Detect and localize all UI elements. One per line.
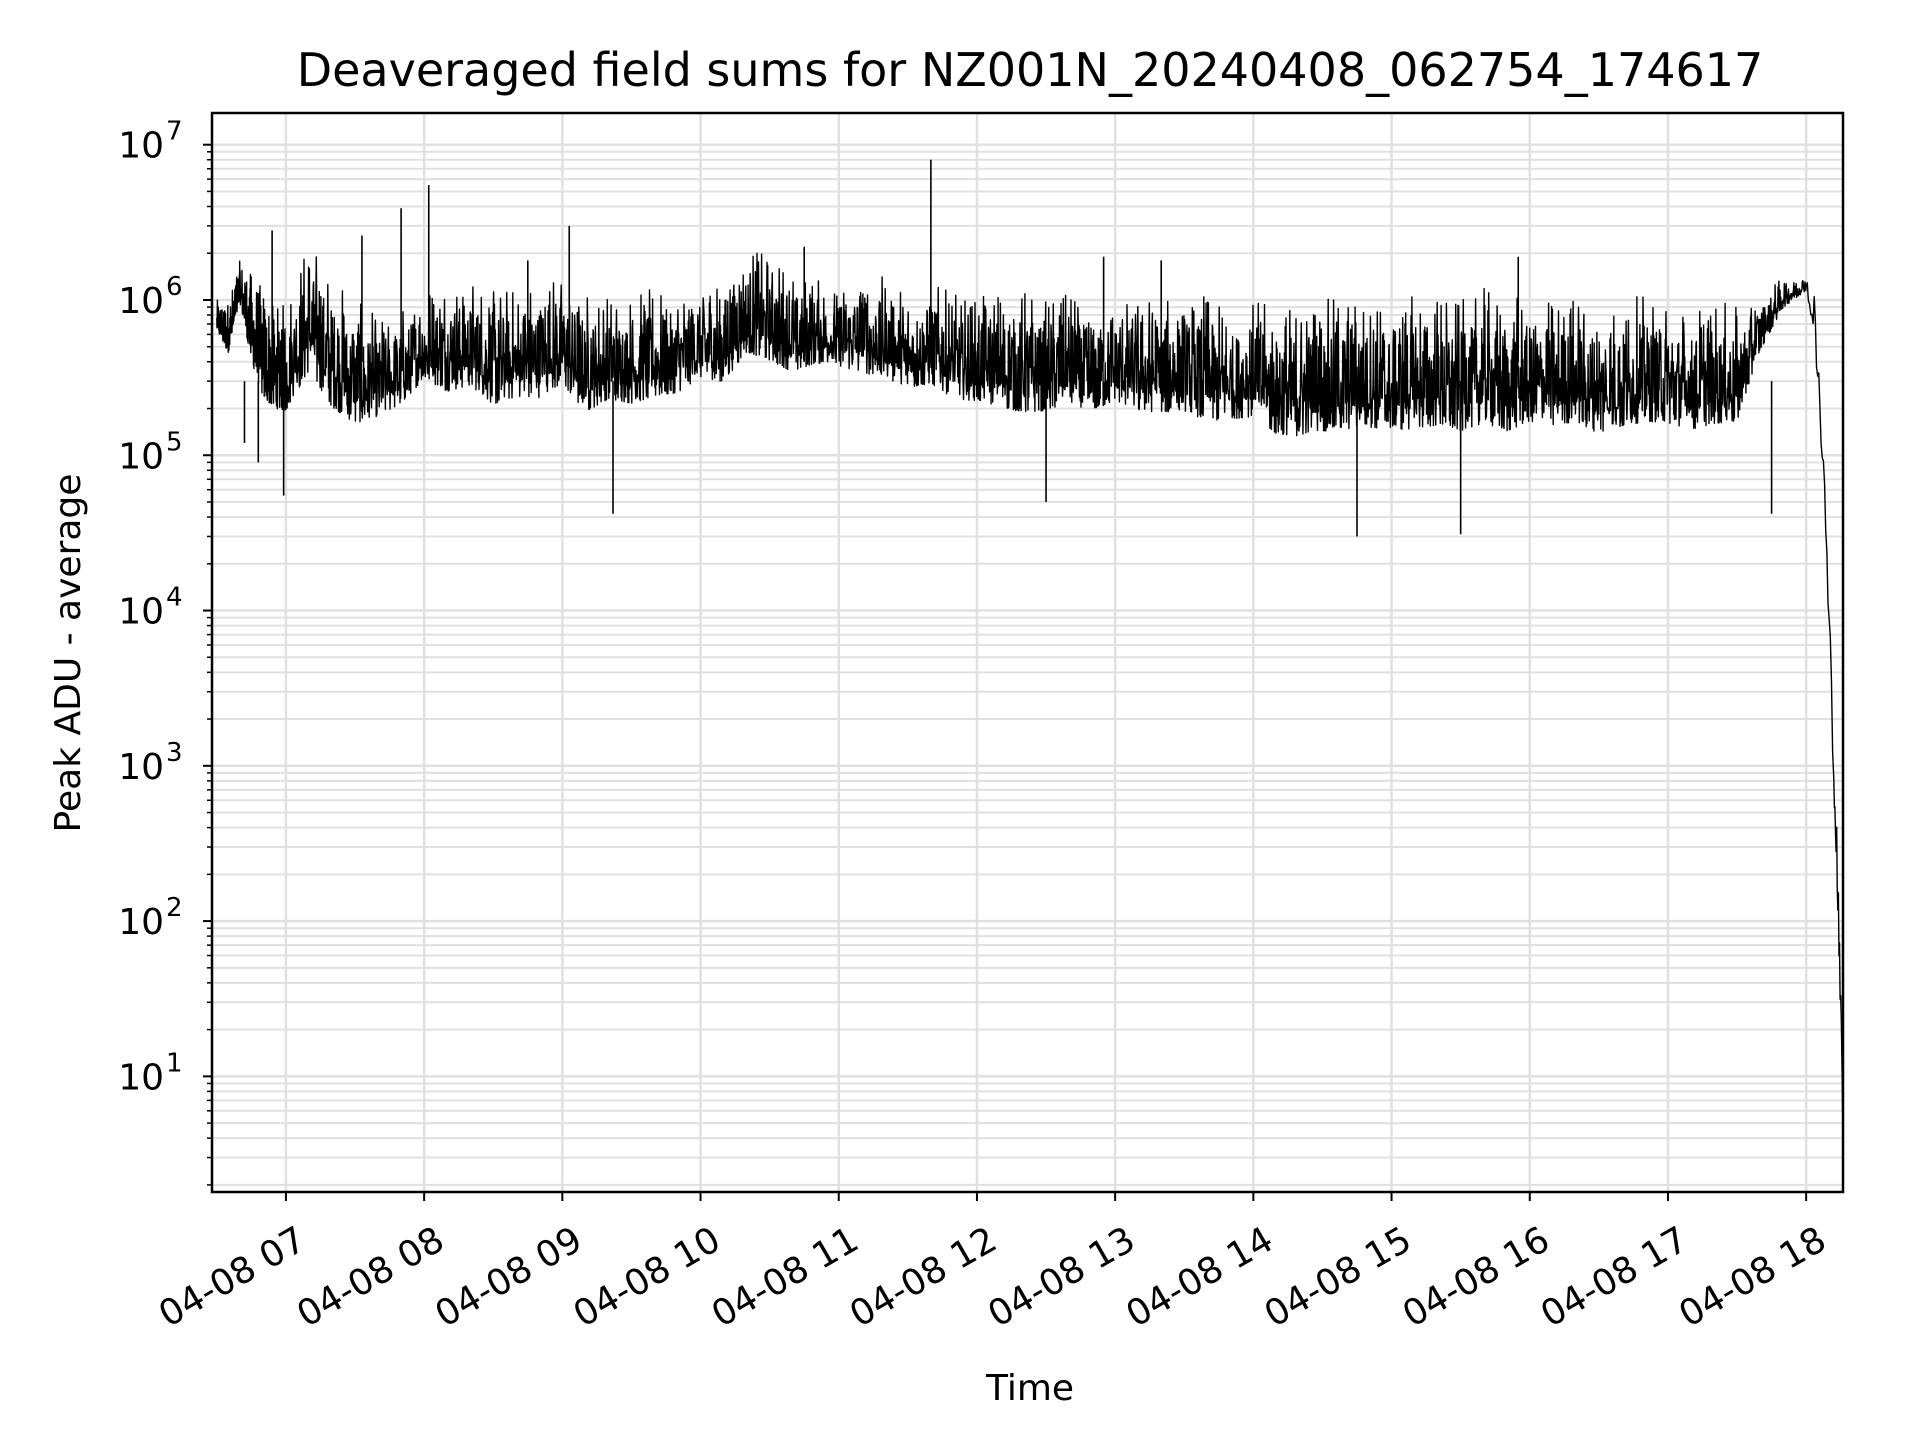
x-tick-label: 04-08 12: [843, 1219, 1004, 1335]
x-tick-label: 04-08 17: [1534, 1219, 1695, 1335]
y-tick-label: 10: [118, 592, 164, 633]
y-tick-label: 10: [118, 1057, 164, 1098]
plot-frame: [210, 111, 1845, 1194]
x-tick-label: 04-08 11: [705, 1219, 866, 1335]
y-tick-exponent: 5: [166, 427, 183, 457]
y-axis-label: Peak ADU - average: [48, 474, 89, 833]
x-tick-label: 04-08 18: [1672, 1219, 1833, 1335]
y-tick-label: 10: [118, 126, 164, 167]
y-tick-exponent: 2: [166, 893, 183, 923]
y-tick-exponent: 3: [166, 738, 183, 768]
chart-title: Deaveraged field sums for NZ001N_2024040…: [297, 43, 1764, 97]
y-tick-label: 10: [118, 436, 164, 477]
series-line: [216, 252, 1844, 1139]
major-gridlines: [212, 113, 1843, 1192]
y-tick-label: 10: [118, 747, 164, 788]
x-tick-label: 04-08 14: [1120, 1219, 1281, 1335]
x-tick-label: 04-08 13: [981, 1219, 1142, 1335]
x-tick-label: 04-08 09: [429, 1219, 590, 1335]
x-tick-label: 04-08 08: [290, 1219, 451, 1335]
y-tick-label: 10: [118, 281, 164, 322]
y-tick-exponent: 6: [166, 272, 183, 302]
x-tick-label: 04-08 07: [152, 1219, 313, 1335]
series-layer: [216, 159, 1844, 1139]
y-tick-exponent: 7: [166, 117, 183, 147]
x-tick-label: 04-08 10: [567, 1219, 728, 1335]
x-axis-label: Time: [985, 1368, 1074, 1409]
y-tick-exponent: 1: [166, 1048, 183, 1078]
x-tick-label: 04-08 15: [1258, 1219, 1419, 1335]
y-tick-exponent: 4: [166, 583, 183, 613]
y-tick-label: 10: [118, 902, 164, 943]
x-tick-label: 04-08 16: [1396, 1219, 1557, 1335]
